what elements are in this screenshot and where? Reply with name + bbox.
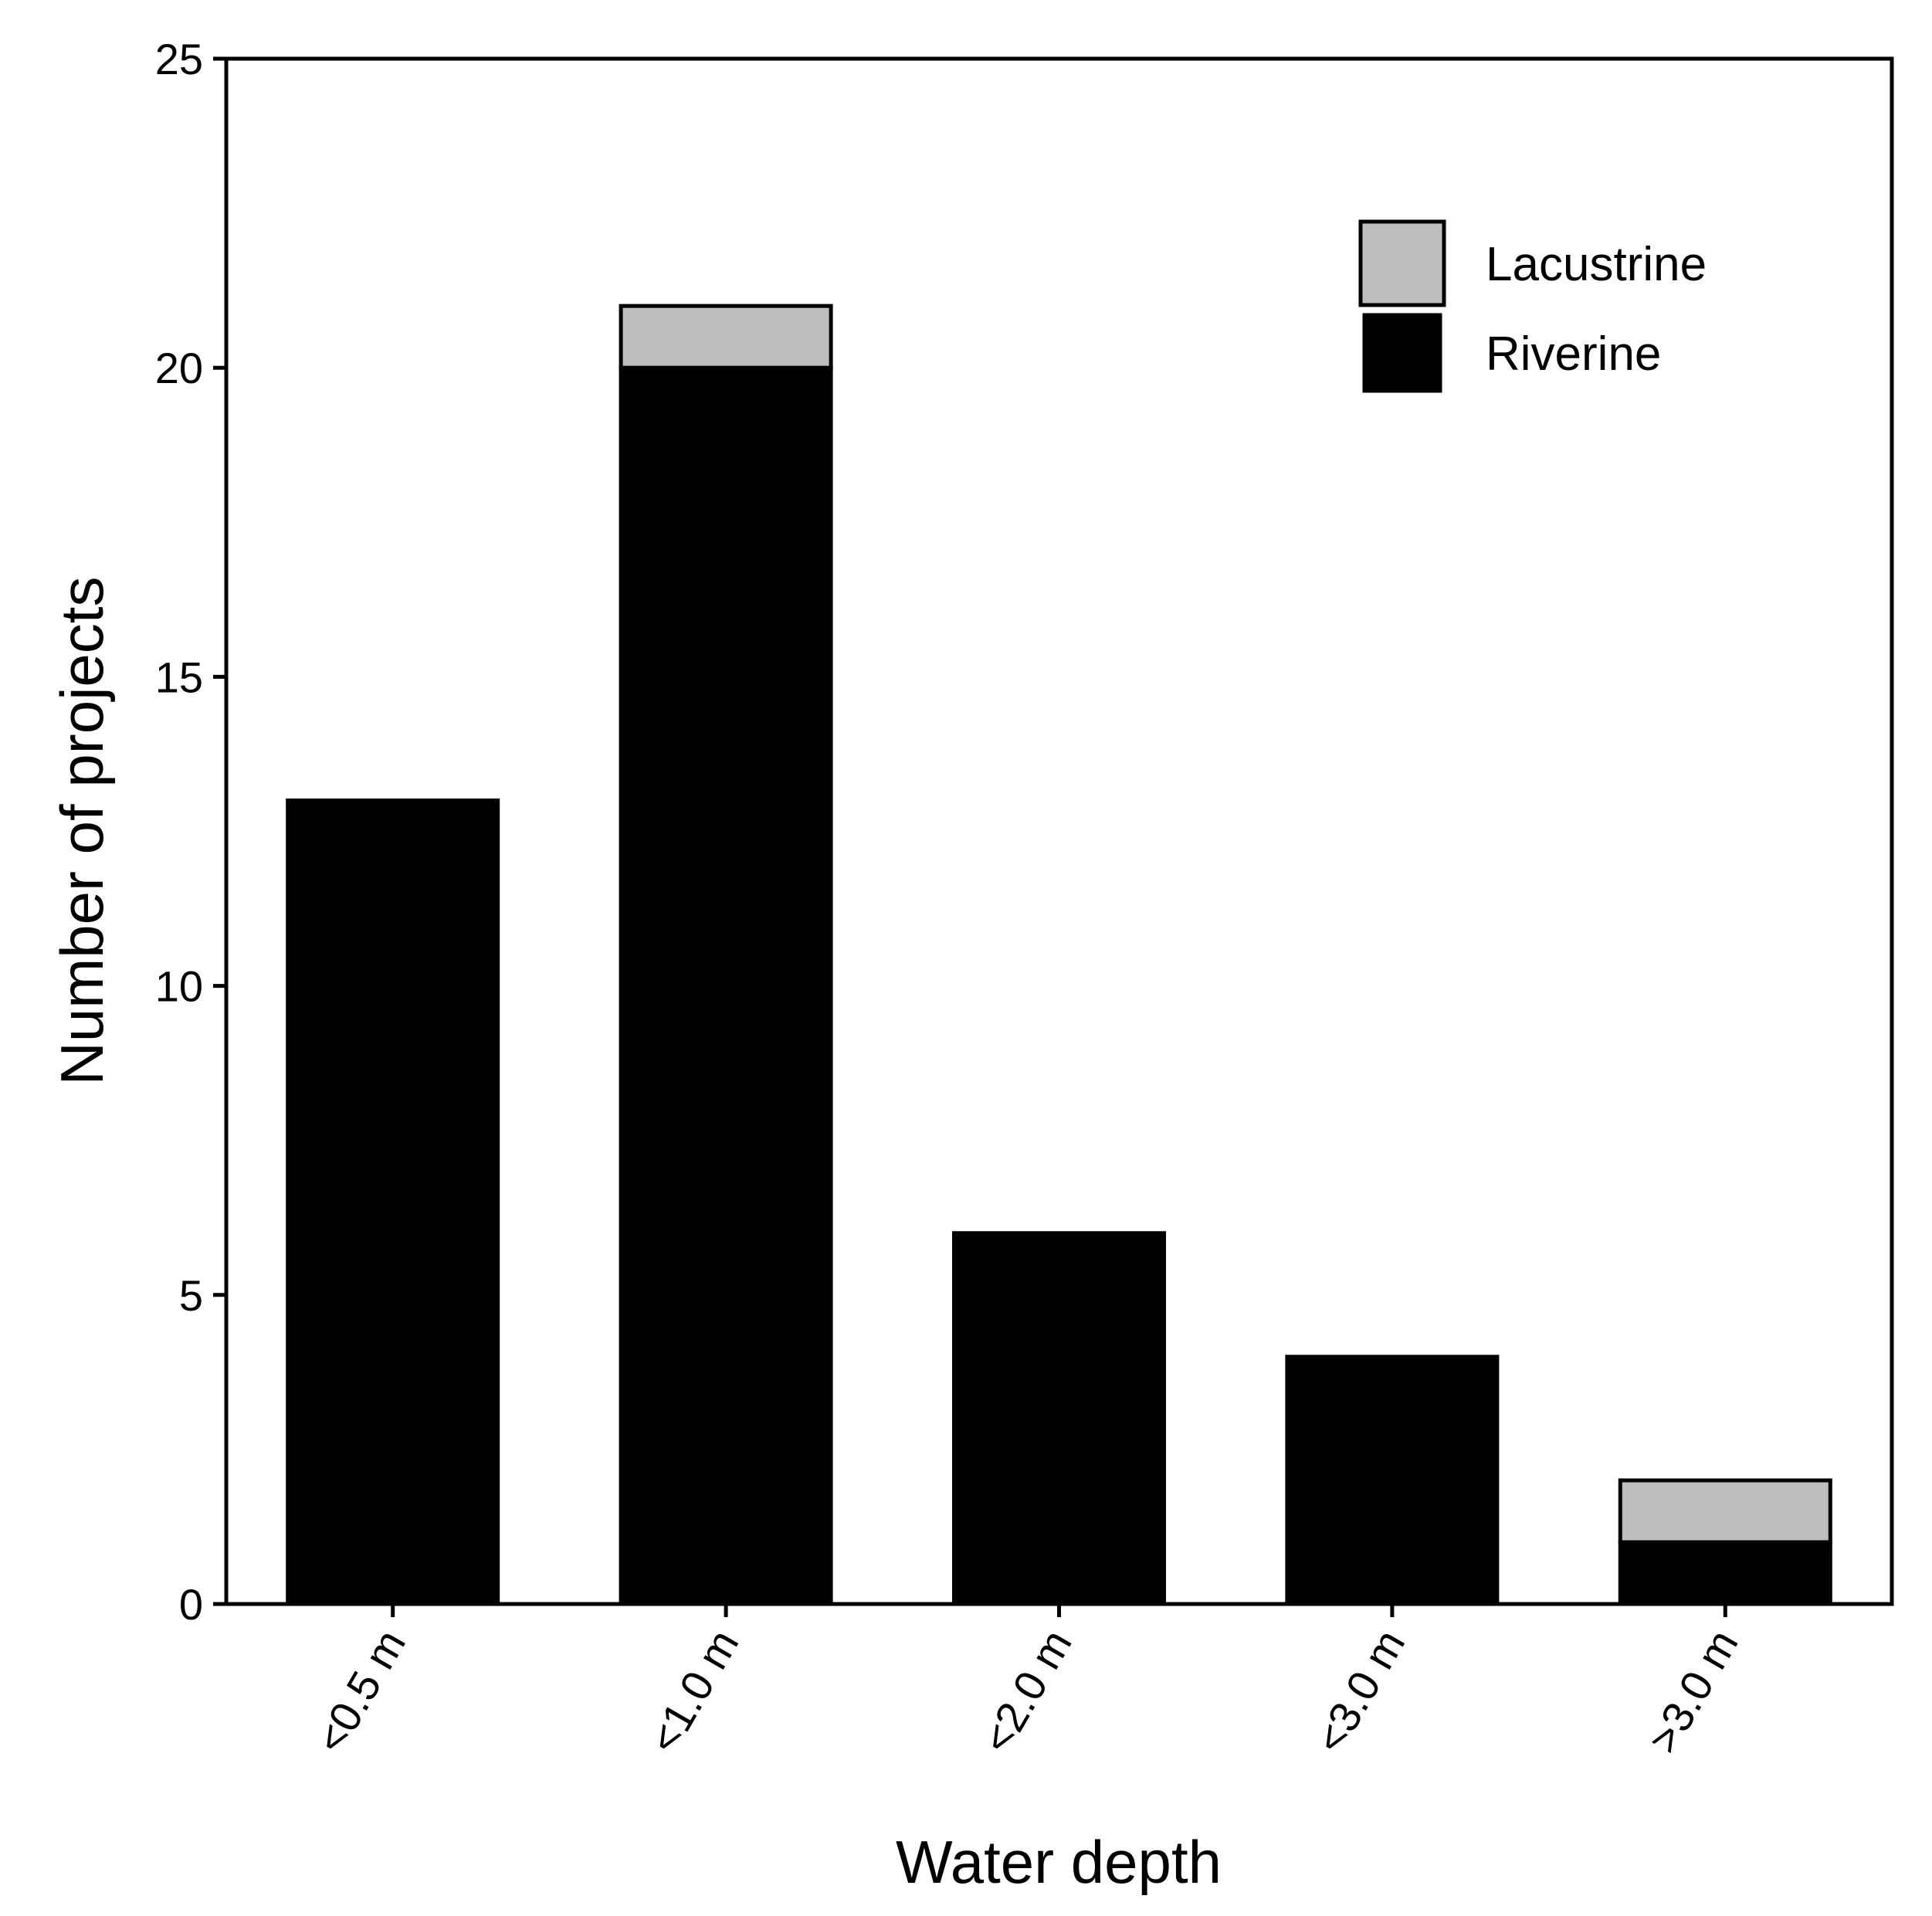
legend-key-lacustrine — [1358, 219, 1446, 307]
y-tick-label: 10 — [155, 962, 203, 1011]
y-tick-label: 20 — [155, 344, 203, 392]
legend: Lacustrine Riverine — [1358, 219, 1707, 397]
x-axis-title: Water depth — [896, 1828, 1222, 1896]
bar-riverine-4 — [1618, 1540, 1832, 1606]
y-tick-label: 0 — [179, 1580, 203, 1629]
bar-lacustrine-4 — [1618, 1478, 1832, 1545]
y-axis-title: Number of projects — [48, 577, 116, 1086]
bar-riverine-2 — [952, 1231, 1166, 1606]
bar-riverine-0 — [286, 798, 500, 1606]
y-axis: 0 5 10 15 20 25 — [155, 35, 226, 1629]
plot-border — [224, 56, 1894, 1606]
legend-label-lacustrine: Lacustrine — [1486, 238, 1707, 291]
legend-key-riverine — [1358, 309, 1446, 397]
legend-label-riverine: Riverine — [1486, 327, 1661, 381]
bars-group — [286, 304, 1832, 1606]
bar-riverine-3 — [1285, 1355, 1500, 1606]
y-tick-label: 15 — [155, 653, 203, 701]
bar-lacustrine-1 — [619, 304, 833, 370]
y-tick-label: 5 — [179, 1271, 203, 1320]
bar-riverine-1 — [619, 365, 833, 1606]
y-tick-label: 25 — [155, 35, 203, 83]
